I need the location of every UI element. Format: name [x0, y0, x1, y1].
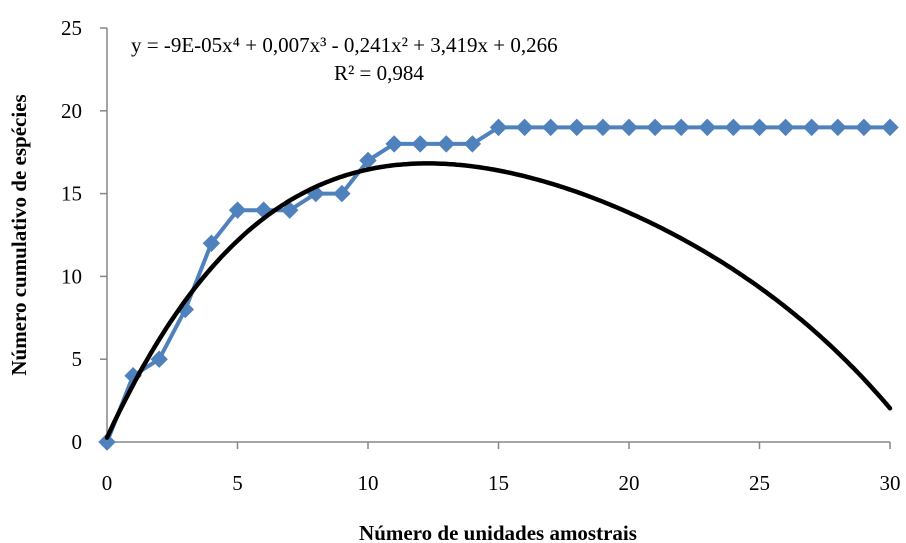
y-tick-label: 0 — [72, 430, 83, 454]
data-point — [411, 135, 429, 153]
trendline-equation: y = -9E-05x⁴ + 0,007x³ - 0,241x² + 3,419… — [131, 33, 558, 57]
y-axis-title: Número cumulativo de espécies — [7, 94, 31, 375]
x-axis-title: Número de unidades amostrais — [359, 521, 637, 543]
data-point — [855, 118, 873, 137]
trendline-r2: R² = 0,984 — [334, 61, 424, 85]
series-line — [105, 125, 890, 443]
x-tick-label: 10 — [358, 471, 379, 495]
y-tick-label: 10 — [61, 264, 82, 288]
data-point — [202, 234, 221, 252]
x-tick-label: 25 — [749, 471, 770, 495]
trend-layer — [104, 161, 893, 440]
y-ticks: 0 5 10 15 20 25 — [61, 16, 107, 454]
axes — [106, 28, 890, 443]
y-tick-label: 15 — [61, 182, 82, 206]
data-point — [489, 118, 508, 137]
data-point — [280, 201, 299, 219]
y-tick-label: 5 — [72, 347, 83, 371]
x-tick-label: 0 — [102, 471, 113, 495]
data-point — [620, 118, 638, 137]
data-point — [724, 118, 743, 137]
data-point — [698, 118, 717, 137]
y-tick-label: 25 — [61, 16, 82, 40]
x-tick-label: 5 — [232, 471, 243, 495]
data-point — [333, 184, 351, 203]
data-point — [829, 118, 847, 137]
data-point — [776, 118, 795, 137]
data-point — [98, 433, 116, 451]
x-tick-label: 15 — [488, 471, 509, 495]
trendline — [104, 161, 893, 440]
y-tick-label: 20 — [61, 99, 82, 123]
data-point — [385, 135, 403, 153]
data-point — [228, 201, 247, 219]
data-point — [463, 135, 482, 153]
data-point — [646, 118, 664, 137]
data-point — [802, 118, 821, 137]
data-point — [150, 350, 168, 368]
data-point — [672, 118, 690, 137]
data-point — [437, 135, 456, 153]
data-point — [515, 118, 534, 137]
data-point — [594, 118, 612, 137]
data-point — [881, 118, 899, 137]
data-point — [541, 118, 560, 137]
x-tick-label: 20 — [619, 471, 640, 495]
data-point — [568, 118, 586, 137]
x-ticks: 0 5 10 15 20 25 30 — [102, 442, 901, 495]
data-point — [750, 118, 769, 137]
x-tick-label: 30 — [880, 471, 901, 495]
